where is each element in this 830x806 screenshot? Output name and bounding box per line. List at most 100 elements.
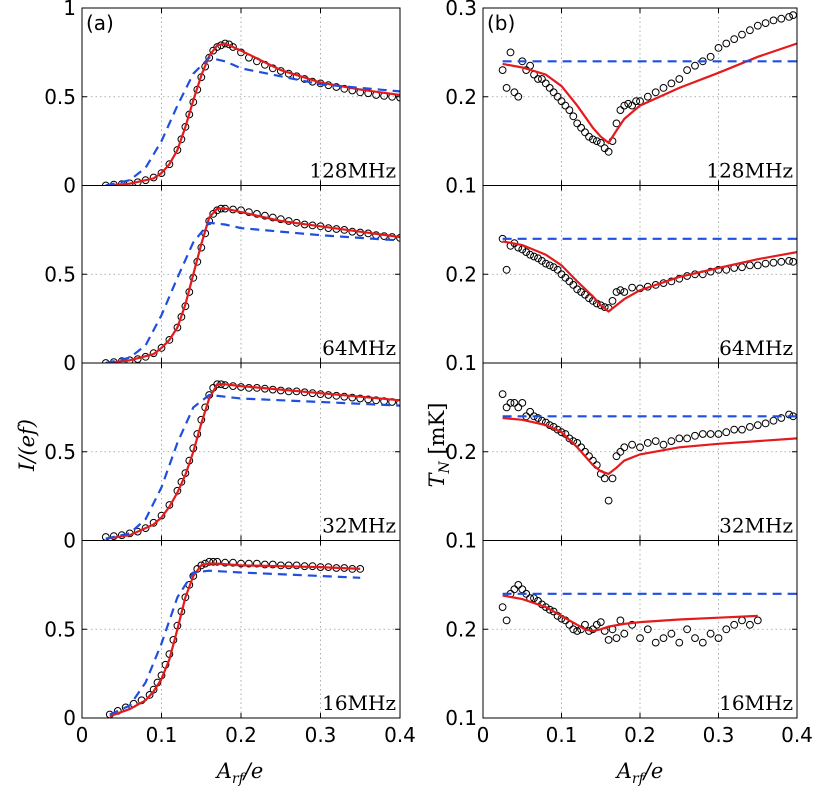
- data-point: [538, 75, 546, 83]
- data-point: [229, 43, 237, 51]
- data-point: [761, 259, 770, 268]
- data-point: [604, 147, 613, 156]
- data-point: [651, 437, 660, 446]
- panel-tag: (a): [86, 11, 114, 35]
- data-point: [612, 634, 621, 642]
- data-point: [612, 452, 621, 461]
- model-curve: [502, 42, 797, 145]
- data-point: [506, 48, 515, 57]
- data-point: [789, 257, 797, 266]
- data-point: [596, 139, 605, 147]
- y-tick-label: 0: [63, 706, 76, 730]
- data-point: [522, 248, 531, 257]
- panel-tag: (b): [487, 11, 515, 35]
- y-tick-label: 0.2: [445, 85, 477, 109]
- data-point: [628, 620, 636, 629]
- data-point: [691, 61, 699, 70]
- data-point: [761, 419, 770, 428]
- frequency-annotation: 128MHz: [706, 159, 793, 183]
- data-point: [789, 11, 797, 20]
- data-point: [396, 399, 400, 407]
- y-tick-label: 0: [63, 174, 76, 198]
- y-axis-label-right: TN [mK]: [425, 403, 453, 488]
- x-tick-label: 0: [76, 723, 89, 747]
- data-point: [620, 443, 629, 452]
- reference-curve: [105, 393, 400, 540]
- data-point: [213, 206, 222, 215]
- data-point: [545, 605, 554, 614]
- data-point: [604, 636, 613, 644]
- data-point: [173, 323, 182, 332]
- model-curve: [105, 383, 400, 540]
- data-point: [683, 66, 691, 74]
- data-point: [738, 263, 746, 272]
- reference-curve: [105, 56, 400, 186]
- data-point: [229, 558, 237, 567]
- panel-a-0: 0 0.5 1 128MHz (a): [44, 0, 401, 198]
- data-point: [612, 119, 621, 128]
- data-point: [534, 254, 542, 263]
- model-curve: [502, 416, 797, 476]
- data-point: [165, 336, 174, 344]
- data-point: [730, 35, 739, 43]
- data-point: [769, 416, 778, 425]
- x-tick-label: 0.4: [781, 723, 813, 747]
- data-point: [165, 160, 174, 169]
- data-point: [526, 250, 534, 259]
- y-tick-label: 0.1: [445, 351, 477, 375]
- y-tick-label: 0.5: [44, 262, 76, 286]
- data-point: [628, 101, 636, 110]
- data-point: [785, 410, 793, 419]
- data-point: [753, 21, 762, 30]
- data-point: [616, 286, 625, 295]
- y-tick-label: 0.1: [445, 529, 477, 553]
- data-point: [600, 144, 609, 153]
- data-point: [518, 585, 527, 594]
- data-point: [541, 79, 550, 88]
- data-point: [213, 557, 222, 566]
- data-point: [600, 474, 609, 483]
- data-point: [667, 629, 676, 638]
- data-point: [643, 625, 652, 634]
- model-curve: [105, 207, 400, 363]
- data-point: [245, 559, 253, 568]
- data-point: [785, 13, 793, 21]
- x-axis-label-right: Arf/e: [615, 759, 664, 787]
- data-point: [157, 511, 166, 520]
- data-point: [651, 88, 660, 97]
- x-tick-label: 0.1: [546, 723, 578, 747]
- data-point: [573, 627, 582, 635]
- data-point: [141, 524, 150, 532]
- data-point: [502, 265, 511, 274]
- panel-a-2: 0 0.5 32MHz: [44, 362, 401, 553]
- data-point: [340, 84, 349, 93]
- panel-a-1: 0 0.5 64MHz: [44, 185, 401, 375]
- data-point: [738, 30, 746, 39]
- data-point: [569, 281, 578, 289]
- data-point: [722, 39, 731, 48]
- data-point: [149, 349, 158, 358]
- data-point: [616, 447, 625, 456]
- data-point: [714, 430, 723, 438]
- data-point: [698, 638, 707, 647]
- y-axis-label-left: I/(ef): [15, 419, 39, 472]
- data-point: [549, 88, 558, 97]
- data-point: [761, 19, 770, 28]
- data-point: [510, 585, 519, 594]
- data-point: [675, 75, 684, 83]
- data-point: [785, 257, 793, 265]
- frequency-annotation: 128MHz: [309, 159, 396, 183]
- data-point: [675, 638, 684, 647]
- data-point: [592, 137, 601, 146]
- data-point: [608, 297, 617, 305]
- model-curve: [105, 42, 400, 186]
- data-point: [557, 428, 566, 437]
- data-point: [101, 181, 110, 186]
- data-point: [777, 414, 786, 422]
- y-tick-label: 0.5: [44, 617, 76, 641]
- data-point: [157, 344, 166, 352]
- data-point: [753, 261, 762, 270]
- data-point: [612, 288, 621, 296]
- frequency-annotation: 64MHz: [719, 336, 793, 360]
